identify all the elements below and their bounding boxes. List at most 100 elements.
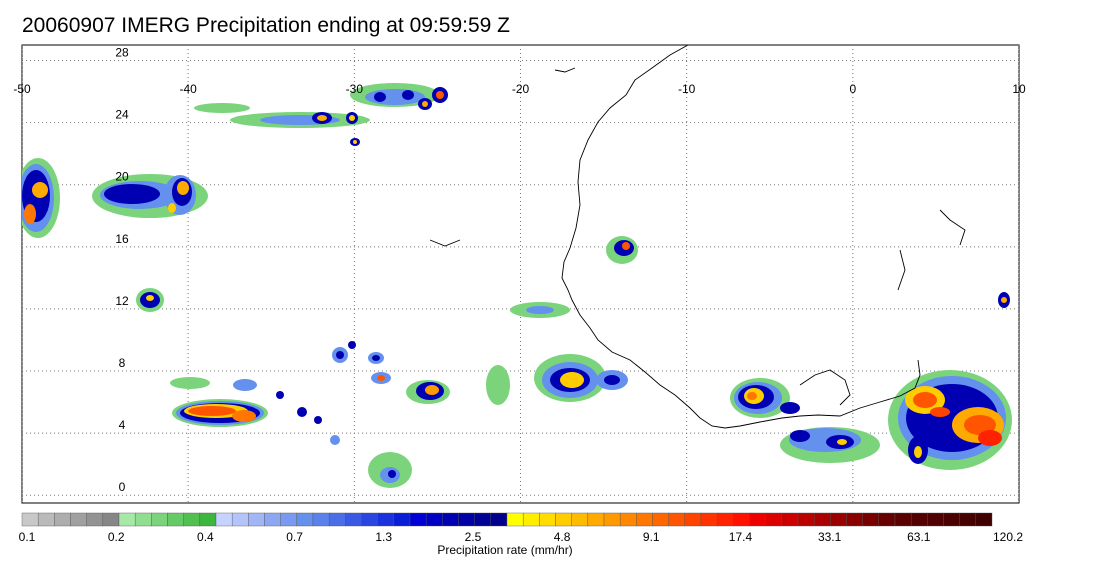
colorbar-swatch: [167, 512, 184, 527]
colorbar-swatch: [700, 512, 718, 527]
colorbar-swatch: [490, 512, 508, 527]
storm-cluster: [170, 341, 510, 488]
colorbar-swatch: [830, 512, 847, 527]
lat-tick-label: 24: [115, 108, 129, 122]
colorbar-tick-label: 2.5: [465, 530, 482, 544]
colorbar-swatch: [328, 512, 346, 527]
colorbar-swatch: [959, 512, 977, 527]
colorbar-swatch: [539, 512, 556, 527]
colorbar-swatch: [910, 512, 928, 527]
colorbar-swatch: [70, 512, 87, 527]
lon-tick-label: 10: [1012, 82, 1026, 96]
colorbar-swatch: [183, 512, 201, 527]
colorbar-swatch: [636, 512, 653, 527]
storm-cluster: [606, 236, 638, 264]
colorbar-swatch: [652, 512, 669, 527]
lat-tick-label: 20: [115, 170, 129, 184]
colorbar-swatch: [813, 512, 831, 527]
colorbar-tick-label: 9.1: [643, 530, 660, 544]
colorbar-swatch: [943, 512, 960, 527]
colorbar-swatch: [442, 512, 459, 527]
precipitation-field: [22, 83, 1012, 488]
lon-tick-label: -40: [179, 82, 197, 96]
lon-tick-label: -10: [678, 82, 696, 96]
colorbar-tick-label: 17.4: [729, 530, 753, 544]
lat-tick-label: 4: [119, 418, 126, 432]
storm-cluster: [194, 83, 448, 146]
colorbar-swatch: [749, 512, 766, 527]
colorbar-swatch: [377, 512, 395, 527]
storm-cluster: [92, 174, 208, 218]
colorbar-swatch: [409, 512, 427, 527]
colorbar-swatch: [522, 512, 540, 527]
colorbar-swatch: [199, 512, 217, 527]
colorbar-tick-label: 1.3: [375, 530, 392, 544]
colorbar-swatch: [393, 512, 411, 527]
lat-tick-label: 8: [119, 356, 126, 370]
colorbar-swatch: [846, 512, 863, 527]
colorbar-swatch: [975, 512, 993, 527]
colorbar-swatch: [361, 512, 378, 527]
map-title: 20060907 IMERG Precipitation ending at 0…: [22, 14, 510, 37]
storm-cluster: [730, 378, 800, 418]
colorbar-swatch: [134, 512, 152, 527]
colorbar-swatch: [765, 512, 783, 527]
colorbar-swatch: [151, 512, 168, 527]
latitude-tick-labels: 0 4 8 12 16 20 24 28: [115, 46, 129, 495]
colorbar: [21, 512, 993, 527]
coastline: [429, 45, 966, 429]
colorbar-swatch: [231, 512, 249, 527]
colorbar-swatch: [312, 512, 330, 527]
colorbar-swatch: [54, 512, 71, 527]
colorbar-swatch: [37, 512, 55, 527]
colorbar-swatch: [425, 512, 443, 527]
colorbar-swatch: [733, 512, 750, 527]
colorbar-swatch: [215, 512, 233, 527]
storm-cluster: [888, 292, 1012, 470]
colorbar-tick-label: 63.1: [907, 530, 931, 544]
colorbar-swatch: [474, 512, 492, 527]
colorbar-swatch: [797, 512, 815, 527]
colorbar-tick-label: 4.8: [554, 530, 571, 544]
storm-cluster: [780, 427, 880, 463]
colorbar-title: Precipitation rate (mm/hr): [437, 543, 572, 557]
colorbar-tick-label: 0.4: [197, 530, 214, 544]
lon-tick-label: 0: [849, 82, 856, 96]
colorbar-labels: 0.1 0.2 0.4 0.7 1.3 2.5 4.8 9.1 17.4 33.1 63.1 120.…: [19, 530, 1024, 544]
colorbar-tick-label: 33.1: [818, 530, 842, 544]
colorbar-swatch: [684, 512, 702, 527]
colorbar-tick-label: 0.7: [286, 530, 303, 544]
colorbar-swatch: [458, 512, 475, 527]
colorbar-swatch: [21, 512, 39, 527]
colorbar-tick-label: 0.2: [108, 530, 125, 544]
colorbar-swatch: [894, 512, 912, 527]
colorbar-swatch: [296, 512, 314, 527]
colorbar-swatch: [571, 512, 589, 527]
colorbar-swatch: [248, 512, 265, 527]
colorbar-swatch: [619, 512, 637, 527]
colorbar-tick-label: 120.2: [993, 530, 1023, 544]
colorbar-swatch: [668, 512, 686, 527]
longitude-tick-labels: -50 -40 -30 -20 -10 0 10: [13, 82, 1026, 96]
lat-tick-label: 16: [115, 232, 129, 246]
lon-tick-label: -50: [13, 82, 31, 96]
colorbar-swatch: [506, 512, 524, 527]
colorbar-swatch: [345, 512, 362, 527]
storm-cluster: [136, 288, 164, 312]
lat-tick-label: 28: [115, 46, 129, 60]
storm-cluster: [510, 302, 628, 402]
colorbar-swatch: [86, 512, 104, 527]
colorbar-swatch: [587, 512, 605, 527]
lat-tick-label: 12: [115, 294, 129, 308]
colorbar-swatch: [862, 512, 880, 527]
colorbar-swatch: [264, 512, 281, 527]
colorbar-swatch: [927, 512, 944, 527]
colorbar-swatch: [603, 512, 621, 527]
lon-tick-label: -30: [346, 82, 364, 96]
colorbar-swatch: [555, 512, 572, 527]
storm-cluster: [22, 158, 60, 238]
colorbar-swatch: [878, 512, 896, 527]
lon-tick-label: -20: [512, 82, 530, 96]
colorbar-swatch: [102, 512, 120, 527]
